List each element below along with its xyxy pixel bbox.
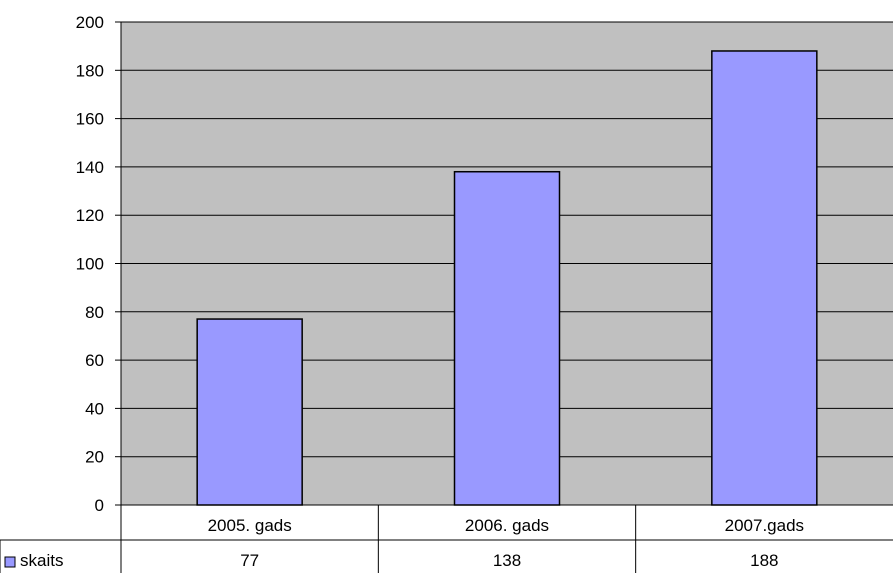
x-category-label: 2006. gads [465,516,549,535]
y-tick-label: 140 [76,158,104,177]
data-table-value: 188 [750,551,778,570]
y-tick-label: 180 [76,61,104,80]
legend-swatch [4,556,16,568]
data-table: 2005. gads 77 2006. gads 138 2007.gads 188 ska… [0,505,893,573]
y-tick-label: 40 [85,399,104,418]
bars [196,50,818,506]
y-tick-label: 120 [76,206,104,225]
y-tick-label: 100 [76,255,104,274]
y-tick-label: 0 [95,496,104,515]
y-tick-label: 160 [76,110,104,129]
bar-2 [711,50,818,506]
bar-1 [453,170,561,506]
data-table-value: 77 [240,551,259,570]
y-tick-label: 200 [76,13,104,32]
y-tick-label: 20 [85,448,104,467]
legend-label: skaits [20,551,63,570]
y-axis-tick-labels: 0 20 40 60 80 100 120 140 160 180 200 [76,13,104,515]
x-category-label: 2005. gads [208,516,292,535]
bar-0 [196,318,303,506]
data-table-value: 138 [493,551,521,570]
y-tick-label: 60 [85,351,104,370]
y-tick-label: 80 [85,303,104,322]
x-category-label: 2007.gads [725,516,804,535]
axes [120,22,893,573]
